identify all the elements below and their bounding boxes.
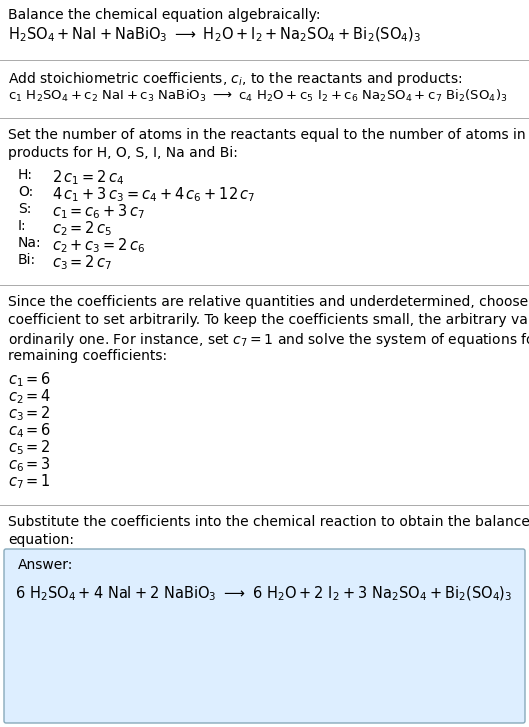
- Text: Add stoichiometric coefficients, $c_i$, to the reactants and products:: Add stoichiometric coefficients, $c_i$, …: [8, 70, 463, 88]
- Text: coefficient to set arbitrarily. To keep the coefficients small, the arbitrary va: coefficient to set arbitrarily. To keep …: [8, 313, 529, 327]
- Text: Set the number of atoms in the reactants equal to the number of atoms in the: Set the number of atoms in the reactants…: [8, 128, 529, 142]
- Text: $4\,c_1 + 3\,c_3 = c_4 + 4\,c_6 + 12\,c_7$: $4\,c_1 + 3\,c_3 = c_4 + 4\,c_6 + 12\,c_…: [52, 185, 256, 204]
- Text: ordinarily one. For instance, set $c_7 = 1$ and solve the system of equations fo: ordinarily one. For instance, set $c_7 =…: [8, 331, 529, 349]
- FancyBboxPatch shape: [4, 549, 525, 723]
- Text: $c_2 = 2\,c_5$: $c_2 = 2\,c_5$: [52, 219, 112, 238]
- Text: $c_2 = 4$: $c_2 = 4$: [8, 387, 51, 406]
- Text: $c_4 = 6$: $c_4 = 6$: [8, 421, 51, 440]
- Text: $2\,c_1 = 2\,c_4$: $2\,c_1 = 2\,c_4$: [52, 168, 124, 187]
- Text: $c_7 = 1$: $c_7 = 1$: [8, 472, 51, 491]
- Text: remaining coefficients:: remaining coefficients:: [8, 349, 167, 363]
- Text: $c_2 + c_3 = 2\,c_6$: $c_2 + c_3 = 2\,c_6$: [52, 236, 145, 254]
- Text: Balance the chemical equation algebraically:: Balance the chemical equation algebraica…: [8, 8, 321, 22]
- Text: H:: H:: [18, 168, 33, 182]
- Text: $c_1 = 6$: $c_1 = 6$: [8, 370, 51, 389]
- Text: I:: I:: [18, 219, 26, 233]
- Text: products for H, O, S, I, Na and Bi:: products for H, O, S, I, Na and Bi:: [8, 146, 238, 160]
- Text: $\mathrm{6\ H_2SO_4 + 4\ NaI + 2\ NaBiO_3 \ \longrightarrow \ 6\ H_2O + 2\ I_2 +: $\mathrm{6\ H_2SO_4 + 4\ NaI + 2\ NaBiO_…: [15, 585, 513, 603]
- Text: Answer:: Answer:: [18, 558, 74, 572]
- Text: $c_6 = 3$: $c_6 = 3$: [8, 455, 51, 474]
- Text: $\mathrm{c_1\ H_2SO_4 + c_2\ NaI + c_3\ NaBiO_3 \ \longrightarrow \ c_4\ H_2O + : $\mathrm{c_1\ H_2SO_4 + c_2\ NaI + c_3\ …: [8, 88, 507, 104]
- Text: equation:: equation:: [8, 533, 74, 547]
- Text: S:: S:: [18, 202, 31, 216]
- Text: $c_3 = 2\,c_7$: $c_3 = 2\,c_7$: [52, 253, 112, 272]
- Text: Substitute the coefficients into the chemical reaction to obtain the balanced: Substitute the coefficients into the che…: [8, 515, 529, 529]
- Text: O:: O:: [18, 185, 33, 199]
- Text: Since the coefficients are relative quantities and underdetermined, choose a: Since the coefficients are relative quan…: [8, 295, 529, 309]
- Text: Bi:: Bi:: [18, 253, 36, 267]
- Text: $c_1 = c_6 + 3\,c_7$: $c_1 = c_6 + 3\,c_7$: [52, 202, 145, 221]
- Text: $c_3 = 2$: $c_3 = 2$: [8, 404, 51, 422]
- Text: $c_5 = 2$: $c_5 = 2$: [8, 438, 51, 457]
- Text: Na:: Na:: [18, 236, 42, 250]
- Text: $\mathrm{H_2SO_4 + NaI + NaBiO_3 \ \longrightarrow \ H_2O + I_2 + Na_2SO_4 + Bi_: $\mathrm{H_2SO_4 + NaI + NaBiO_3 \ \long…: [8, 26, 421, 44]
